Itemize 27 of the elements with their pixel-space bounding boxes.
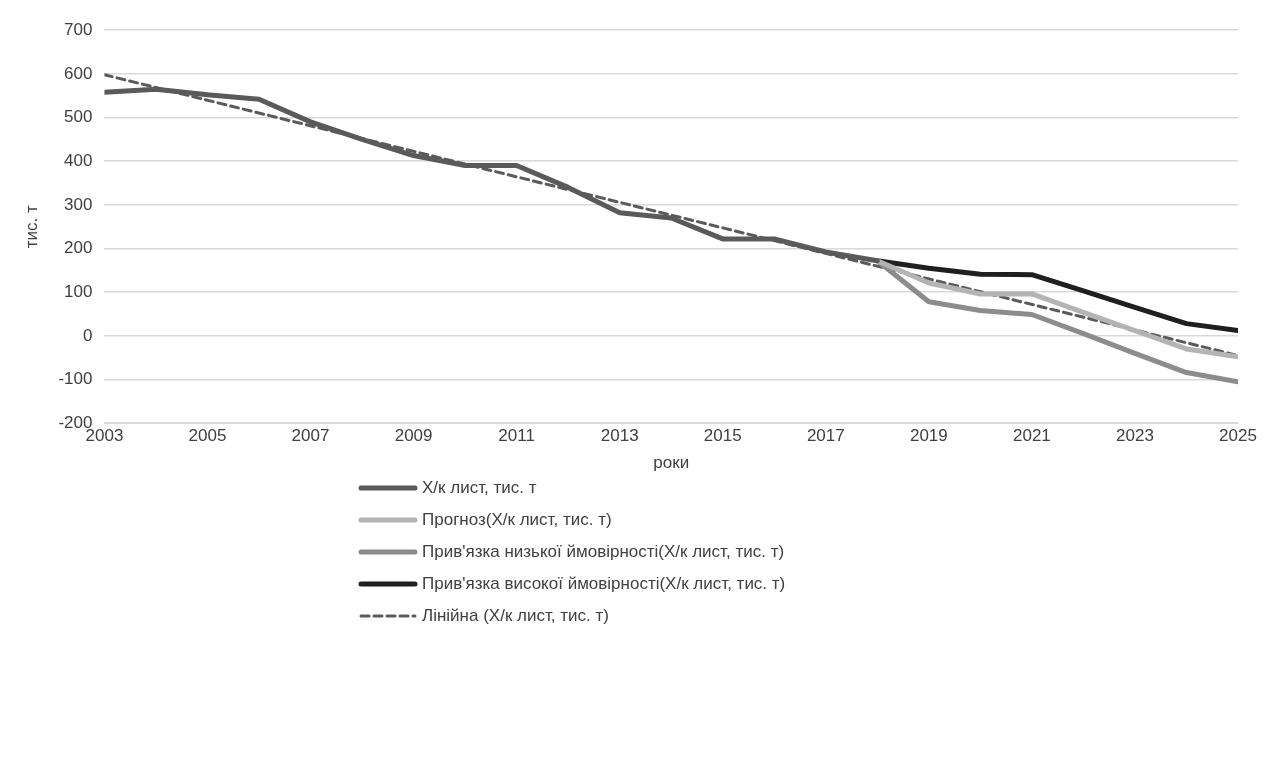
y-tick-label: 600 [64,63,93,83]
x-tick-label: 2019 [909,426,948,446]
x-tick-label: 2007 [291,426,330,446]
x-tick-label: 2021 [1012,426,1051,446]
legend-label: Лінійна (Х/к лист, тис. т) [422,606,609,626]
x-tick-label: 2011 [498,426,535,446]
y-tick-label: 200 [64,238,93,258]
x-tick-label: 2015 [703,426,742,446]
y-tick-label: -100 [58,369,93,389]
x-tick-label: 2025 [1219,426,1257,446]
y-tick-label: 300 [64,194,93,214]
y-tick-label: 700 [64,19,93,39]
x-axis-title: роки [653,453,690,473]
legend-label: Х/к лист, тис. т [422,478,537,498]
x-tick-label: 2017 [806,426,845,446]
legend-label: Прив'язка високої ймовірності(Х/к лист, тис. т) [422,574,786,594]
y-tick-label: 500 [64,107,93,127]
legend-label: Прогноз(Х/к лист, тис. т) [422,510,612,530]
y-tick-label: 0 [82,325,93,345]
x-tick-label: 2009 [394,426,433,446]
y-axis-title: тис. т [21,204,41,249]
x-tick-label: 2013 [600,426,639,446]
y-tick-label: 100 [64,281,93,301]
legend-label: Прив'язка низької ймовірності(Х/к лист, тис. т) [422,542,785,562]
x-tick-label: 2005 [188,426,227,446]
y-tick-label: 400 [64,150,93,170]
x-tick-label: 2023 [1116,426,1154,446]
